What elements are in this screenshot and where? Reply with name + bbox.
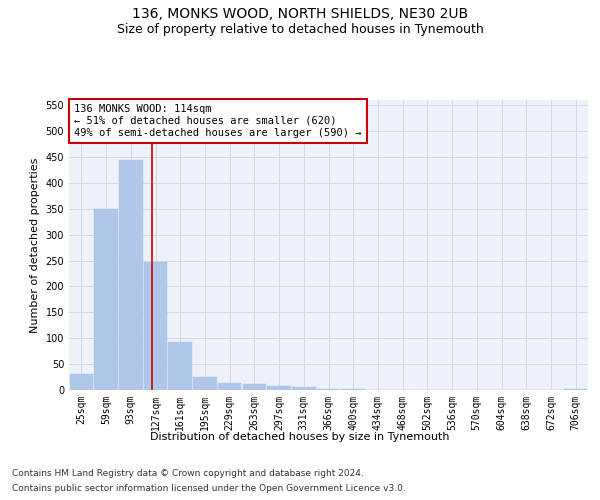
Bar [70, 374, 93, 390]
Text: Size of property relative to detached houses in Tynemouth: Size of property relative to detached ho… [116, 22, 484, 36]
Bar [242, 384, 266, 390]
Bar [119, 160, 143, 390]
Text: 136, MONKS WOOD, NORTH SHIELDS, NE30 2UB: 136, MONKS WOOD, NORTH SHIELDS, NE30 2UB [132, 8, 468, 22]
Bar [94, 209, 118, 390]
Bar [193, 377, 217, 390]
Bar [292, 388, 316, 390]
Bar [144, 262, 167, 390]
Text: Distribution of detached houses by size in Tynemouth: Distribution of detached houses by size … [150, 432, 450, 442]
Text: 136 MONKS WOOD: 114sqm
← 51% of detached houses are smaller (620)
49% of semi-de: 136 MONKS WOOD: 114sqm ← 51% of detached… [74, 104, 362, 138]
Bar [268, 386, 291, 390]
Text: Contains HM Land Registry data © Crown copyright and database right 2024.: Contains HM Land Registry data © Crown c… [12, 469, 364, 478]
Text: Contains public sector information licensed under the Open Government Licence v3: Contains public sector information licen… [12, 484, 406, 493]
Bar [317, 389, 340, 390]
Bar [218, 384, 241, 390]
Y-axis label: Number of detached properties: Number of detached properties [30, 158, 40, 332]
Bar [169, 342, 192, 390]
